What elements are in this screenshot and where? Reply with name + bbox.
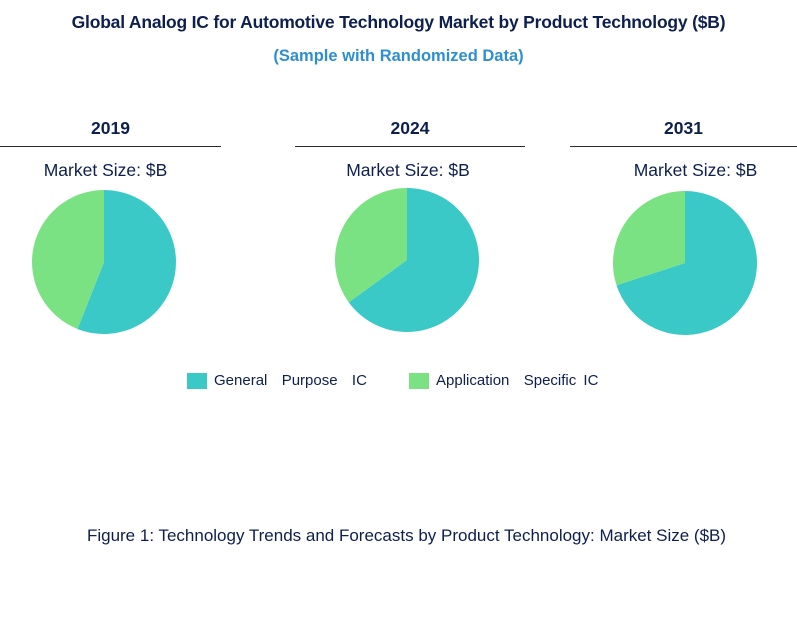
figure-caption: Figure 1: Technology Trends and Forecast… xyxy=(86,526,727,545)
pie-slice-general-purpose-ic xyxy=(348,188,479,332)
pie-year-label: 2031 xyxy=(664,118,703,138)
pie-slice-application-specific-ic xyxy=(31,190,104,329)
market-size-label: Market Size: $B xyxy=(43,160,168,180)
pie-year-label: 2024 xyxy=(390,118,430,138)
market-size-label: Market Size: $B xyxy=(633,160,758,180)
legend-item-general-purpose: General Purpose IC xyxy=(187,371,387,391)
pie-chart-2024 xyxy=(335,188,479,332)
pie-year-label: 2019 xyxy=(91,118,130,138)
pie-chart-2019 xyxy=(31,190,176,334)
legend-item-application-specific: Application Specific IC xyxy=(409,371,629,391)
year-divider xyxy=(295,146,525,147)
chart-title: Global Analog IC for Automotive Technolo… xyxy=(71,12,726,32)
pie-slice-application-specific-ic xyxy=(335,188,407,303)
legend-swatch xyxy=(187,373,207,389)
pie-panel-2031: 2031 Market Size: $B xyxy=(570,118,797,348)
pie-chart-2031 xyxy=(613,191,757,335)
year-divider xyxy=(0,146,221,147)
year-divider xyxy=(570,146,797,147)
legend-label: Application Specific IC xyxy=(436,372,599,389)
pie-slice-general-purpose-ic xyxy=(77,190,176,334)
market-size-label: Market Size: $B xyxy=(346,160,470,180)
legend-label: General Purpose IC xyxy=(214,372,367,389)
pie-slice-application-specific-ic xyxy=(613,191,685,286)
pie-panel-2019: 2019 Market Size: $B xyxy=(0,118,221,348)
pie-panel-2024: 2024 Market Size: $B xyxy=(295,118,525,348)
chart-subtitle: (Sample with Randomized Data) xyxy=(273,47,524,65)
pie-slice-general-purpose-ic xyxy=(616,191,757,335)
legend-swatch xyxy=(409,373,429,389)
